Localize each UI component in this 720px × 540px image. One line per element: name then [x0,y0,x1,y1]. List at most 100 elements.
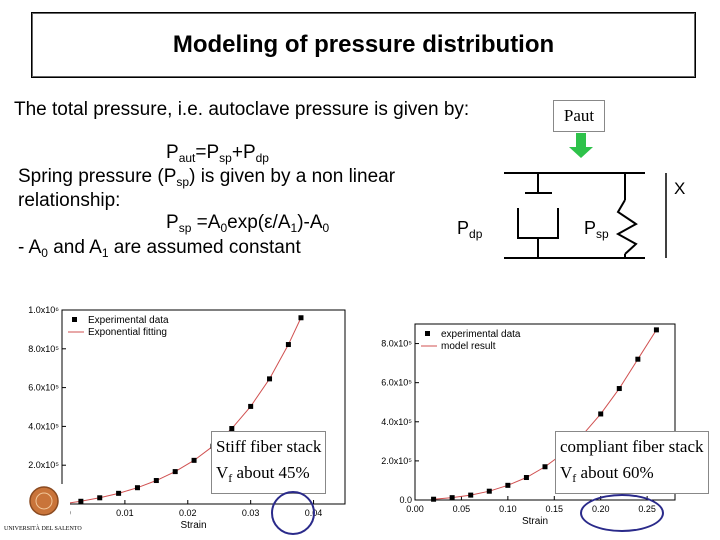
data-point [134,485,140,491]
left-caption-f: f [228,471,233,485]
eq1-mid: =P [195,142,220,163]
x-tick-label: 0.03 [242,508,260,518]
data-point [598,411,604,417]
legend-marker-points [72,317,77,322]
paut-label: Paut [553,100,605,132]
left-caption-rest: about 45% [232,463,310,482]
y-tick-label: 2.0x10⁵ [381,456,412,466]
university-seal-icon [29,486,59,516]
data-point [449,495,455,501]
relationship-text: relationship: [18,190,121,211]
eq1-p: P [166,142,179,163]
data-point [172,469,178,475]
y-tick-label: 2.0x10⁵ [28,460,59,470]
y-tick-label: 6.0x10⁵ [381,378,412,388]
pdp-label: Pdp [457,218,483,241]
line4-a: - A [18,237,42,258]
line2-b: ) is given by a non linear [189,166,396,187]
y-tick-label: 1.0x10⁶ [28,305,59,315]
right-caption-f: f [572,471,577,485]
data-point [267,376,273,382]
legend-marker-points [425,331,430,336]
title-box: Modeling of pressure distribution [31,12,696,78]
psp-p: P [584,218,597,238]
data-point [431,496,437,502]
arrow-shaft [576,133,586,147]
data-point [191,457,197,463]
legend-entry: Experimental data [88,315,169,326]
left-caption-v: V [216,463,229,482]
x-tick-label: 0.15 [546,504,564,514]
data-point [229,426,235,432]
pdp-p: P [457,218,470,238]
eq2-b: exp(ε/A [227,212,291,233]
data-point [542,464,548,470]
line2-sp: sp [176,175,190,189]
x-tick-label: 0.10 [499,504,517,514]
right-caption-v: V [560,463,573,482]
intro-text: The total pressure, i.e. autoclave press… [14,99,470,120]
data-point [298,315,304,321]
dashpot-cylinder [517,208,559,239]
constants-text: - A0 and A1 are assumed constant [18,237,301,260]
eq2-a: =A [191,212,221,233]
legend-entry: model result [441,341,496,352]
pdp-sub: dp [469,227,483,241]
right-caption-line1: compliant fiber stack [560,437,704,456]
data-point [635,356,641,362]
left-caption-line1: Stiff fiber stack [216,437,322,456]
psp-sub: sp [596,227,609,241]
line4-b: and A [47,237,102,258]
eq2-p: P [166,212,179,233]
right-highlight-ellipse [580,494,664,532]
eq2-c: )-A [297,212,323,233]
plot-frame [61,309,346,505]
data-point [653,327,659,333]
data-point [248,403,254,409]
fit-line [61,317,302,505]
plot-frame [414,323,676,501]
slide-title: Modeling of pressure distribution [172,31,555,58]
y-tick-label: 0.0 [399,495,412,505]
spring-dashpot-diagram [504,133,667,259]
line4-one: 1 [101,246,109,260]
spring-pressure-text: Spring pressure (Psp) is given by a non … [18,166,395,189]
right-caption-line2: Vf about 60% [560,460,704,491]
legend-entry: experimental data [441,329,521,340]
left-highlight-ellipse [271,491,315,535]
legend-entry: Exponential fitting [88,327,167,338]
y-tick-label: 8.0x10⁵ [381,339,412,349]
data-point [285,342,291,348]
data-point [153,478,159,484]
spring-coil [615,199,638,255]
eq2-sp: sp [178,221,192,235]
pressure-arrow-icon [569,147,593,158]
eq2-one: 1 [290,221,298,235]
right-caption-rest: about 60% [576,463,654,482]
y-tick-label: 8.0x10⁵ [28,344,59,354]
x-tick-label: 0.01 [116,508,134,518]
data-point [116,490,122,496]
total-pressure-equation: Paut=Psp+Pdp [166,142,269,165]
y-tick-label: 4.0x10⁵ [381,417,412,427]
eq1-dp: dp [255,151,269,165]
eq1-aut: aut [178,151,196,165]
eq2-zero: 0 [220,221,228,235]
x-label: X [674,179,686,198]
right-caption: compliant fiber stack Vf about 60% [555,431,709,494]
x-tick-label: 0.02 [179,508,197,518]
chart-right: 0.00 0.05 0.10 0.15 0.20 0.250.02.0x10⁵4.0x10… [381,323,676,527]
x-tick-label: 0.05 [453,504,471,514]
line2-a: Spring pressure (P [18,166,177,187]
left-caption-line2: Vf about 45% [216,460,321,491]
psp-label: Psp [584,218,609,241]
data-point [97,495,103,501]
eq1-plus: +P [231,142,256,163]
eq2-zero2: 0 [322,221,330,235]
university-logo: UNIVERSITÀ DEL SALENTO [2,484,82,538]
left-caption: Stiff fiber stack Vf about 45% [211,431,327,494]
spring-pressure-equation: Psp =A0exp(ε/A1)-A0 [166,212,329,235]
data-point [523,475,529,481]
data-point [505,482,511,488]
university-name: UNIVERSITÀ DEL SALENTO [4,526,82,532]
